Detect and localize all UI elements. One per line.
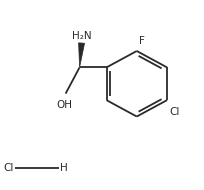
- Text: OH: OH: [57, 100, 73, 110]
- Text: Cl: Cl: [4, 163, 14, 173]
- Text: H₂N: H₂N: [72, 31, 91, 41]
- Polygon shape: [79, 43, 85, 67]
- Text: H: H: [60, 163, 68, 173]
- Text: Cl: Cl: [169, 107, 179, 117]
- Text: F: F: [139, 36, 145, 46]
